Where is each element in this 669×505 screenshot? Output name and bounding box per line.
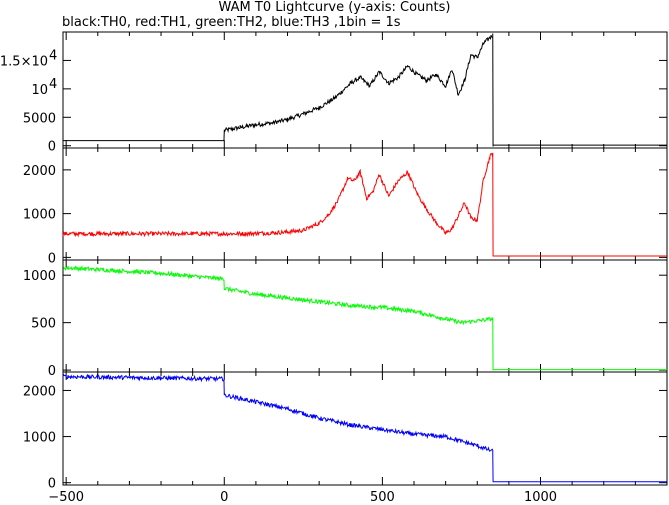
y-tick-label: 0 bbox=[48, 477, 56, 492]
x-tick-label: 0 bbox=[220, 490, 228, 505]
y-tick-label: 1000 bbox=[23, 269, 56, 284]
y-tick-label: 1000 bbox=[23, 431, 56, 446]
y-tick-label: 10 bbox=[31, 83, 48, 98]
panel-th2: 0 500 1000 bbox=[23, 259, 668, 379]
y-tick-label-base: 1.5×10 bbox=[0, 54, 48, 69]
y-tick-label: 1000 bbox=[23, 208, 56, 223]
series-line-th1 bbox=[62, 152, 667, 257]
series-line-th3 bbox=[62, 373, 667, 483]
y-tick-label: 2000 bbox=[23, 164, 56, 179]
y-tick-label: 5000 bbox=[23, 111, 56, 126]
panel-frame bbox=[62, 259, 668, 373]
chart-subtitle: black:TH0, red:TH1, green:TH2, blue:TH3 … bbox=[62, 15, 401, 30]
y-tick-label: 500 bbox=[31, 317, 56, 332]
x-tick-label: −500 bbox=[48, 490, 84, 505]
y-tick-label-exponent: 4 bbox=[49, 77, 57, 92]
series-line-th2 bbox=[62, 265, 667, 371]
x-tick-label: 500 bbox=[370, 490, 395, 505]
y-tick-label: 0 bbox=[48, 140, 56, 155]
y-tick-label: 2000 bbox=[23, 384, 56, 399]
panel-frame bbox=[62, 31, 668, 149]
series-line-th0 bbox=[63, 33, 667, 147]
y-tick-label: 1.5×10 bbox=[0, 54, 48, 69]
panel-frame bbox=[62, 371, 668, 486]
panel-frame bbox=[62, 147, 668, 261]
y-tick-label-exponent: 4 bbox=[49, 48, 57, 63]
y-tick-label: 0 bbox=[48, 364, 56, 379]
y-tick-label-base: 10 bbox=[31, 83, 48, 98]
panel-th1: 0 1000 2000 bbox=[23, 147, 668, 266]
x-tick-label: 1000 bbox=[524, 490, 557, 505]
chart-title: WAM T0 Lightcurve (y-axis: Counts) bbox=[218, 0, 451, 15]
panel-th3: 0 1000 2000 bbox=[23, 371, 668, 492]
y-tick-label: 0 bbox=[48, 251, 56, 266]
x-axis-labels: −500 0 500 1000 bbox=[48, 490, 557, 505]
